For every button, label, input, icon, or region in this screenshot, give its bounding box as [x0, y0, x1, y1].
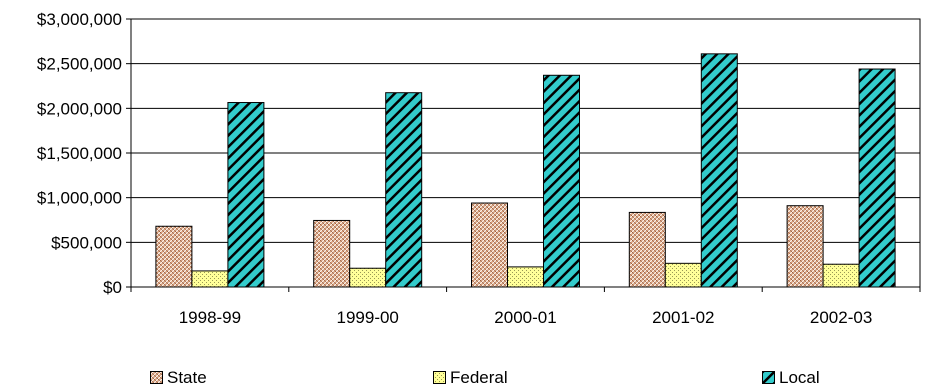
y-tick-label: $1,500,000	[37, 144, 122, 163]
bar-federal	[507, 266, 544, 288]
legend-item-state: State	[150, 368, 207, 387]
x-tick-label: 1999-00	[337, 308, 399, 327]
axes	[126, 18, 921, 292]
legend-label-local: Local	[779, 367, 820, 387]
y-tick-label: $3,000,000	[37, 10, 122, 29]
plot-area-border	[130, 18, 921, 288]
x-tick-label: 2000-01	[494, 308, 556, 327]
bar-state	[471, 202, 508, 288]
bar-local	[543, 74, 580, 288]
bar-local	[385, 92, 423, 288]
state-swatch	[150, 371, 163, 384]
y-tick-label: $1,000,000	[37, 189, 122, 208]
bar-state	[786, 205, 824, 288]
bar-federal	[349, 267, 387, 288]
x-tick-label: 1998-99	[179, 308, 241, 327]
legend-item-local: Local	[762, 368, 820, 387]
x-tick-label: 2002-03	[810, 308, 872, 327]
y-tick-label: $2,500,000	[37, 55, 122, 74]
legend-label-state: State	[167, 367, 207, 387]
bar-federal	[664, 262, 702, 288]
bar-local	[700, 53, 738, 288]
bar-federal	[191, 270, 229, 288]
y-tick-label: $500,000	[51, 233, 122, 252]
bar-state	[628, 211, 666, 288]
legend-item-federal: Federal	[433, 368, 508, 387]
y-tick-label: $0	[103, 278, 122, 297]
y-tick-label: $2,000,000	[37, 99, 122, 118]
bar-state	[155, 225, 193, 288]
federal-swatch	[433, 371, 446, 384]
bar-federal	[822, 263, 860, 288]
bar-state	[313, 219, 351, 288]
bar-local	[858, 68, 896, 288]
x-tick-label: 2001-02	[652, 308, 714, 327]
local-swatch	[762, 371, 775, 384]
labels: $0 $500,000 $1,000,000 $1,500,000 $2,000,000…	[37, 10, 872, 327]
bar-local	[227, 102, 265, 288]
bars	[155, 53, 896, 288]
legend-label-federal: Federal	[450, 367, 508, 387]
